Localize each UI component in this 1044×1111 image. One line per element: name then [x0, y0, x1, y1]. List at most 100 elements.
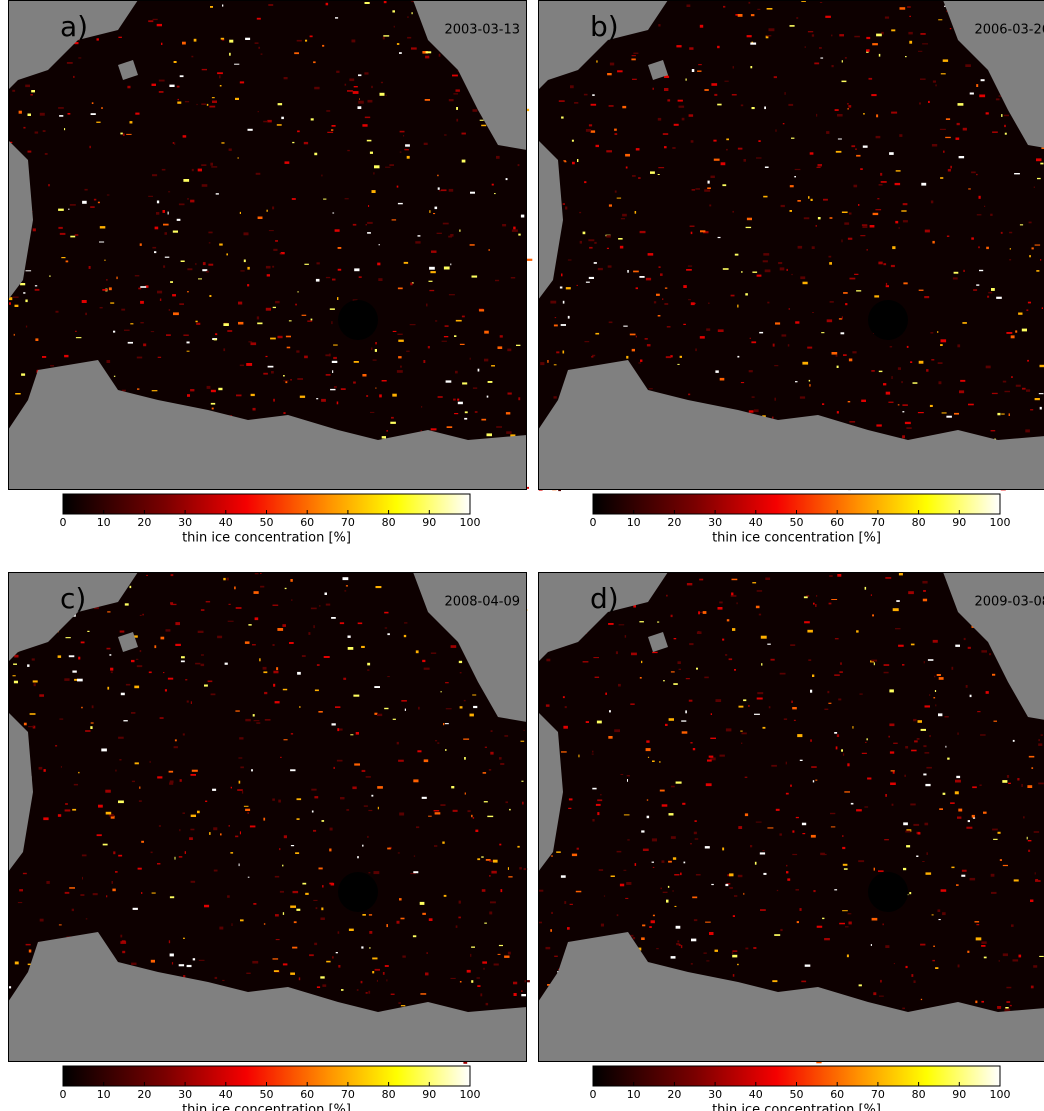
lead-speckle [210, 6, 213, 8]
lead-speckle [706, 328, 710, 331]
lead-speckle [738, 148, 743, 150]
lead-speckle [691, 232, 693, 234]
lead-speckle [321, 908, 323, 911]
lead-speckle [843, 753, 844, 756]
lead-speckle [684, 862, 686, 864]
lead-speckle [169, 85, 174, 87]
lead-speckle [282, 624, 286, 627]
lead-speckle [397, 334, 402, 335]
lead-speckle [329, 849, 331, 852]
lead-speckle [405, 144, 410, 146]
lead-speckle [789, 308, 790, 310]
lead-speckle [930, 332, 933, 333]
lead-speckle [231, 787, 232, 789]
lead-speckle [998, 832, 1001, 834]
colorbar-tick-label: 30 [178, 516, 192, 529]
lead-speckle [311, 789, 316, 791]
lead-speckle [26, 326, 27, 328]
lead-speckle [35, 289, 40, 291]
lead-speckle [76, 337, 82, 338]
lead-speckle [737, 964, 739, 965]
lead-speckle [477, 977, 480, 978]
lead-speckle [658, 24, 660, 26]
lead-speckle [648, 757, 649, 758]
lead-speckle [1026, 389, 1030, 391]
lead-speckle [337, 297, 338, 300]
lead-speckle [865, 587, 867, 590]
lead-speckle [404, 622, 407, 623]
lead-speckle [183, 335, 188, 336]
lead-speckle [470, 244, 475, 246]
lead-speckle [20, 283, 25, 285]
lead-speckle [375, 349, 377, 352]
lead-speckle [398, 203, 403, 204]
lead-speckle [831, 599, 837, 600]
lead-speckle [318, 711, 322, 713]
lead-speckle [589, 247, 593, 249]
lead-speckle [679, 106, 685, 108]
lead-speckle [477, 985, 480, 987]
lead-speckle [686, 79, 687, 81]
lead-speckle [999, 960, 1000, 962]
lead-speckle [273, 684, 275, 687]
lead-speckle [767, 644, 771, 645]
lead-speckle [597, 799, 602, 801]
lead-speckle [690, 742, 692, 743]
lead-speckle [109, 287, 112, 290]
lead-speckle [986, 691, 989, 694]
lead-speckle [673, 857, 676, 860]
lead-speckle [733, 915, 735, 917]
lead-speckle [920, 33, 925, 34]
lead-speckle [766, 35, 771, 36]
lead-speckle [255, 617, 259, 620]
lead-speckle [633, 937, 635, 939]
lead-speckle [676, 490, 682, 493]
lead-speckle [769, 28, 775, 31]
lead-speckle [248, 341, 252, 342]
lead-speckle [256, 173, 261, 175]
lead-speckle [397, 921, 400, 924]
lead-speckle [835, 109, 839, 111]
lead-speckle [280, 757, 282, 758]
lead-speckle [472, 276, 478, 278]
lead-speckle [457, 399, 459, 401]
lead-speckle [59, 115, 63, 117]
lead-speckle [312, 811, 314, 813]
lead-speckle [823, 854, 827, 855]
lead-speckle [630, 703, 634, 705]
lead-speckle [905, 746, 908, 749]
lead-speckle [118, 737, 124, 739]
lead-speckle [444, 336, 448, 337]
lead-speckle [856, 290, 861, 291]
lead-speckle [374, 686, 380, 688]
lead-speckle [862, 224, 867, 225]
lead-speckle [956, 776, 960, 778]
lead-speckle [489, 875, 490, 877]
lead-speckle [751, 14, 755, 16]
lead-speckle [697, 631, 702, 634]
lead-speckle [420, 993, 426, 995]
lead-speckle [460, 981, 462, 983]
lead-speckle [152, 84, 157, 86]
lead-speckle [856, 809, 862, 811]
lead-speckle [357, 856, 359, 858]
lead-speckle [115, 871, 118, 872]
lead-speckle [298, 291, 299, 292]
lead-speckle [385, 965, 389, 967]
lead-speckle [751, 341, 756, 343]
lead-speckle [209, 106, 215, 108]
lead-speckle [599, 869, 603, 871]
lead-speckle [632, 349, 635, 352]
lead-speckle [749, 2, 751, 4]
lead-speckle [946, 416, 952, 418]
lead-speckle [711, 176, 715, 178]
lead-speckle [924, 296, 929, 298]
lead-speckle [606, 235, 610, 238]
lead-speckle [275, 876, 279, 878]
lead-speckle [640, 231, 646, 233]
lead-speckle [166, 629, 171, 631]
lead-speckle [374, 871, 380, 874]
lead-speckle [384, 612, 388, 614]
lead-speckle [953, 277, 958, 279]
lead-speckle [968, 404, 974, 406]
